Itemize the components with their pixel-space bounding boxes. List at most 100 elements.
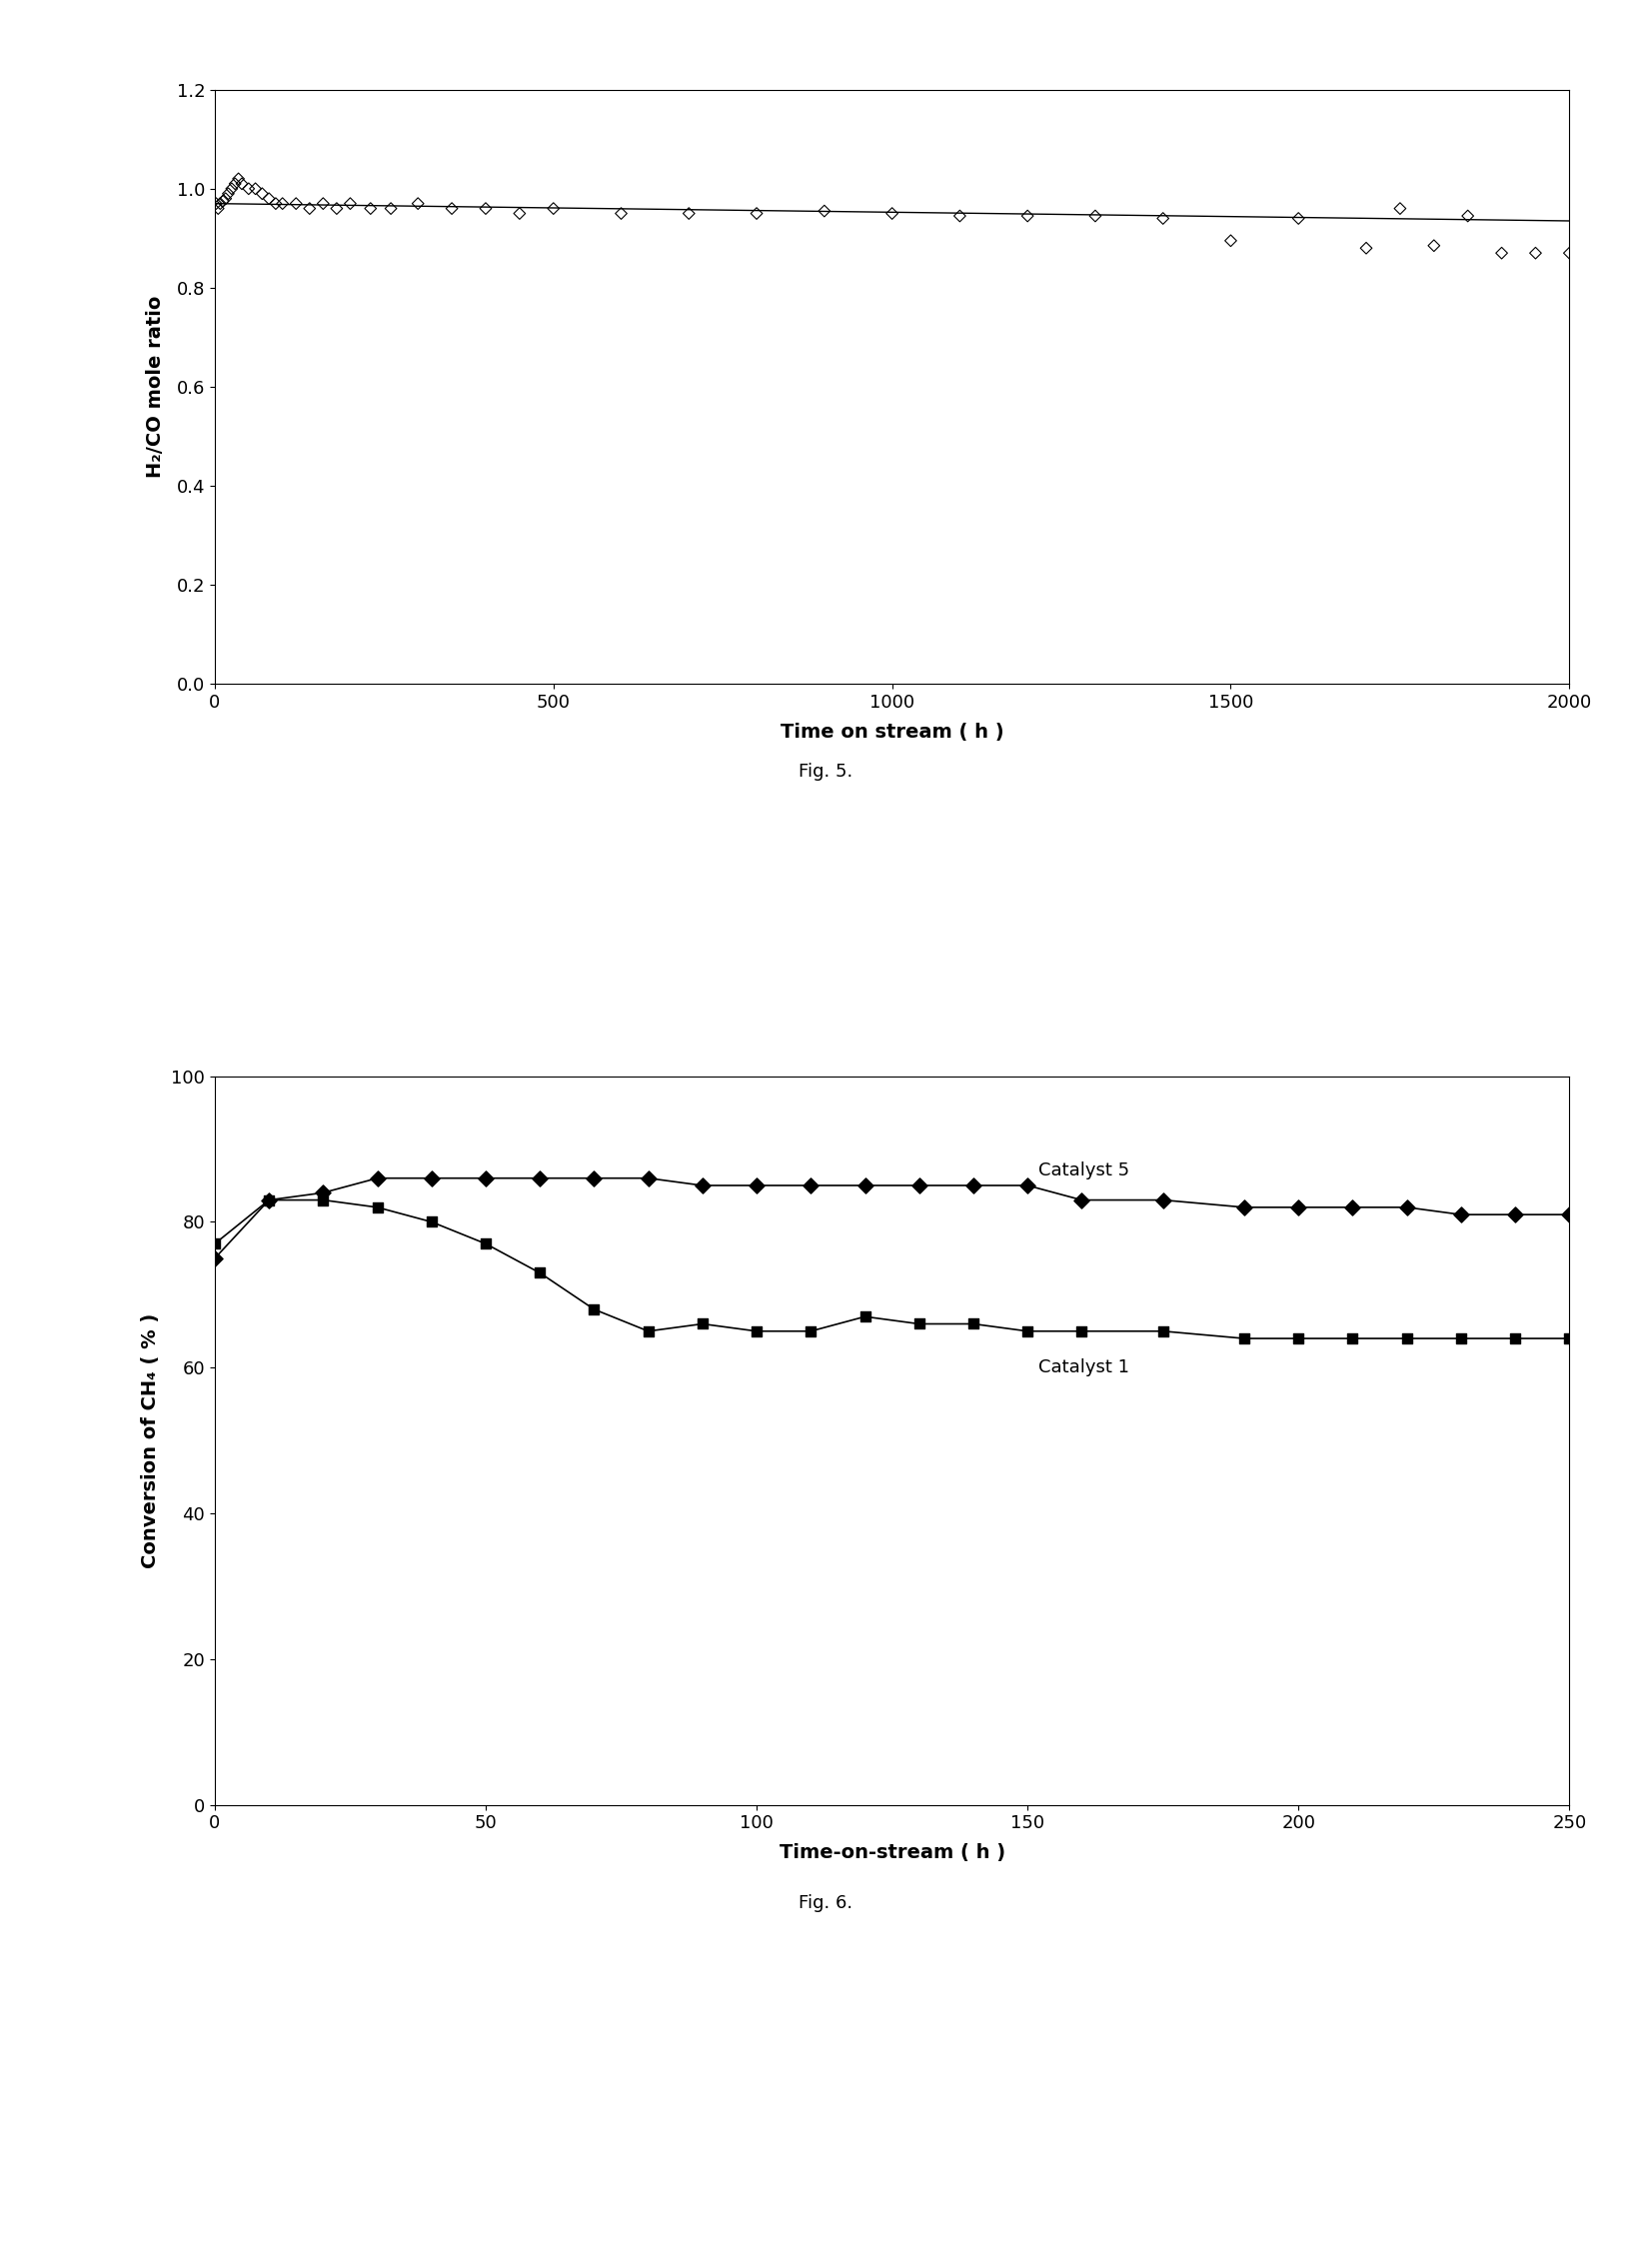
Point xyxy=(960,1305,986,1341)
Point xyxy=(798,1168,824,1204)
Point xyxy=(1353,231,1379,267)
Point xyxy=(256,1182,282,1217)
Point xyxy=(1069,1182,1095,1217)
Point xyxy=(215,175,241,211)
Point xyxy=(1394,1321,1421,1356)
Point xyxy=(282,186,309,222)
Point xyxy=(1421,229,1447,265)
X-axis label: Time on stream ( h ): Time on stream ( h ) xyxy=(780,722,1004,742)
Point xyxy=(811,193,838,229)
Text: Catalyst 5: Catalyst 5 xyxy=(1039,1161,1130,1179)
Point xyxy=(324,191,350,226)
Point xyxy=(243,170,269,206)
Point xyxy=(852,1168,879,1204)
Point xyxy=(634,1161,661,1197)
Point xyxy=(1014,1168,1041,1204)
Point xyxy=(743,1314,770,1350)
Point xyxy=(1340,1188,1366,1224)
Point xyxy=(378,191,405,226)
Point xyxy=(1556,1321,1583,1356)
Point xyxy=(225,161,251,197)
Point xyxy=(689,1168,715,1204)
Point xyxy=(337,186,363,222)
Point xyxy=(439,191,466,226)
Point xyxy=(221,166,248,202)
Point xyxy=(743,195,770,231)
Point xyxy=(1340,1321,1366,1356)
Point xyxy=(1014,1314,1041,1350)
Point xyxy=(1556,1197,1583,1233)
Point xyxy=(263,186,289,222)
Point xyxy=(798,1314,824,1350)
Point xyxy=(1455,197,1482,233)
Point xyxy=(1285,1321,1312,1356)
Point xyxy=(1488,235,1515,271)
Point xyxy=(1285,1188,1312,1224)
Point xyxy=(676,195,702,231)
Point xyxy=(236,170,263,206)
Point xyxy=(405,186,431,222)
Point xyxy=(1388,191,1414,226)
Point xyxy=(1150,1314,1176,1350)
Point xyxy=(527,1256,553,1291)
X-axis label: Time-on-stream ( h ): Time-on-stream ( h ) xyxy=(780,1843,1004,1863)
Y-axis label: H₂/CO mole ratio: H₂/CO mole ratio xyxy=(147,296,165,478)
Point xyxy=(689,1305,715,1341)
Point xyxy=(1014,197,1041,233)
Point xyxy=(1394,1188,1421,1224)
Point xyxy=(249,175,276,211)
Point xyxy=(206,186,233,222)
Point xyxy=(1150,1182,1176,1217)
Point xyxy=(256,1182,282,1217)
Point xyxy=(213,182,240,217)
Point xyxy=(1231,1188,1257,1224)
Point xyxy=(472,1226,499,1262)
Point xyxy=(418,1161,444,1197)
Point xyxy=(582,1161,608,1197)
Point xyxy=(608,195,634,231)
Point xyxy=(311,1175,337,1211)
Point xyxy=(852,1298,879,1334)
Point xyxy=(210,184,236,220)
Point xyxy=(296,191,322,226)
Point xyxy=(363,1188,390,1224)
Point xyxy=(363,1161,390,1197)
Point xyxy=(311,1182,337,1217)
Point xyxy=(947,197,973,233)
Point xyxy=(1502,1321,1528,1356)
Text: Fig. 6.: Fig. 6. xyxy=(800,1894,852,1912)
Point xyxy=(1502,1197,1528,1233)
Point xyxy=(472,191,499,226)
Y-axis label: Conversion of CH₄ ( % ): Conversion of CH₄ ( % ) xyxy=(140,1314,160,1567)
Point xyxy=(1231,1321,1257,1356)
Point xyxy=(1285,200,1312,235)
Point xyxy=(311,186,337,222)
Point xyxy=(879,195,905,231)
Point xyxy=(743,1168,770,1204)
Point xyxy=(472,1161,499,1197)
Point xyxy=(418,1204,444,1240)
Point xyxy=(905,1305,932,1341)
Point xyxy=(507,195,534,231)
Point xyxy=(202,1240,228,1276)
Point xyxy=(256,182,282,217)
Point xyxy=(540,191,567,226)
Point xyxy=(1218,222,1244,258)
Point xyxy=(1556,235,1583,271)
Point xyxy=(1082,197,1108,233)
Point xyxy=(582,1291,608,1327)
Point xyxy=(960,1168,986,1204)
Point xyxy=(269,186,296,222)
Point xyxy=(1447,1197,1474,1233)
Point xyxy=(203,186,230,222)
Point xyxy=(634,1314,661,1350)
Text: Catalyst 1: Catalyst 1 xyxy=(1039,1359,1130,1377)
Point xyxy=(1150,200,1176,235)
Point xyxy=(205,191,231,226)
Point xyxy=(218,170,244,206)
Point xyxy=(1069,1314,1095,1350)
Point xyxy=(357,191,383,226)
Point xyxy=(1523,235,1550,271)
Point xyxy=(1447,1321,1474,1356)
Text: Fig. 5.: Fig. 5. xyxy=(800,762,852,780)
